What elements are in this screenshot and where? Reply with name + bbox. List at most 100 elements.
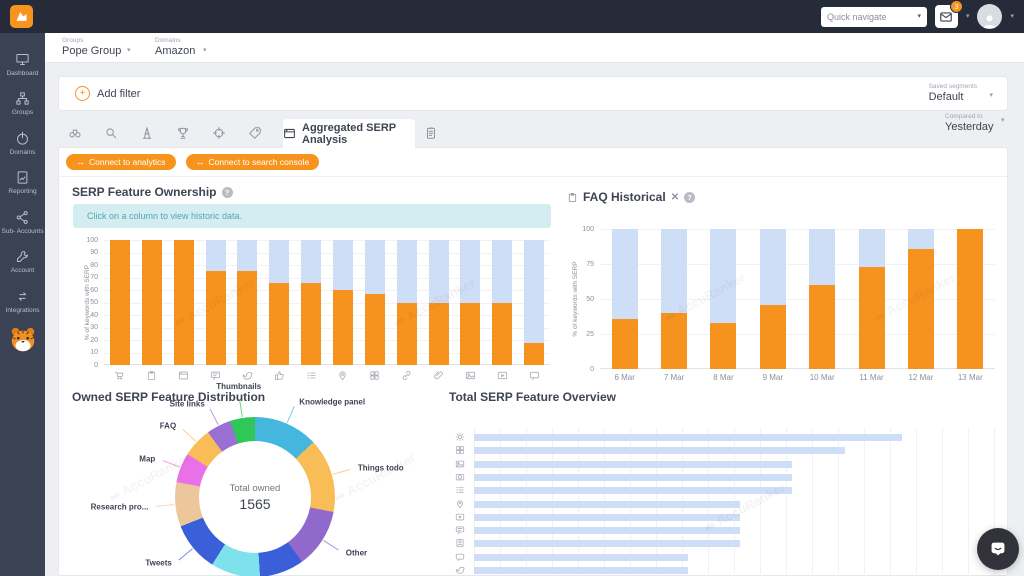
chevron-down-icon[interactable]: ▾ — [127, 47, 131, 54]
h-bar[interactable] — [474, 487, 793, 495]
wrench-icon — [17, 251, 28, 263]
h-bar[interactable] — [474, 434, 903, 441]
bar-segment-owned[interactable] — [710, 322, 737, 369]
chevron-down-icon[interactable]: ▾ — [989, 92, 993, 99]
comment-icon — [455, 526, 465, 535]
bar-segment-owned[interactable] — [141, 240, 162, 365]
avatar[interactable] — [977, 4, 1003, 29]
bar-segment-owned[interactable] — [460, 302, 481, 365]
sidebar-item-groups[interactable]: Groups — [0, 84, 45, 123]
help-icon[interactable]: ? — [684, 191, 696, 203]
bar-segment-owned[interactable] — [332, 290, 353, 365]
tab-binoculars[interactable] — [68, 126, 82, 140]
sidebar-item-dashboard[interactable]: Dashboard — [0, 45, 45, 84]
chevron-down-icon[interactable]: ▾ — [965, 13, 970, 20]
bar-segment-not-owned[interactable] — [237, 240, 258, 272]
connect-search-console-button[interactable]: ↔ Connect to search console — [185, 154, 320, 170]
chart-notice-text: Click on a column to view historic data. — [87, 211, 243, 221]
bar-segment-owned[interactable] — [907, 248, 934, 369]
notifications-button[interactable]: 3 — [934, 0, 963, 28]
bar-segment-not-owned[interactable] — [809, 229, 836, 285]
tab-notes[interactable] — [424, 126, 438, 140]
bar-segment-owned[interactable] — [396, 302, 417, 365]
tab-target[interactable] — [212, 126, 226, 140]
compared-to-select[interactable]: Compared to Yesterday — [945, 113, 994, 133]
bar-segment-not-owned[interactable] — [301, 240, 322, 283]
bar-segment-owned[interactable] — [109, 240, 130, 365]
tab-tag[interactable] — [248, 126, 262, 140]
bar-segment-not-owned[interactable] — [460, 240, 481, 303]
sidebar-item-account[interactable]: Account — [0, 242, 45, 281]
h-bar[interactable] — [474, 527, 741, 535]
bar-segment-not-owned[interactable] — [858, 229, 885, 267]
bar-segment-not-owned[interactable] — [759, 229, 786, 305]
tab-aggregated-serp-analysis[interactable]: Aggregated SERP Analysis — [283, 119, 415, 148]
bar-segment-not-owned[interactable] — [907, 229, 934, 249]
chevron-down-icon[interactable]: ▾ — [203, 47, 207, 54]
group-selector[interactable]: Groups Pope Group — [62, 37, 121, 57]
bar-segment-owned[interactable] — [364, 293, 385, 365]
connect-analytics-button[interactable]: ↔ Connect to analytics — [66, 154, 176, 170]
bar-segment-not-owned[interactable] — [428, 240, 449, 303]
bar-segment-not-owned[interactable] — [492, 240, 513, 303]
grid-icon — [370, 371, 379, 380]
bar-segment-not-owned[interactable] — [524, 240, 545, 343]
bar-segment-owned[interactable] — [661, 313, 688, 369]
bar-segment-owned[interactable] — [205, 271, 226, 365]
bar-segment-owned[interactable] — [269, 282, 290, 365]
bar-segment-owned[interactable] — [301, 282, 322, 365]
share-icon — [16, 210, 28, 224]
accuranker-logo[interactable] — [10, 5, 33, 28]
tab-search[interactable] — [104, 126, 118, 140]
h-bar[interactable] — [474, 500, 741, 508]
h-bar[interactable] — [474, 540, 741, 548]
bar-segment-owned[interactable] — [759, 304, 786, 369]
sidebar-item-integrations[interactable]: Integrations — [0, 282, 45, 321]
bar-segment-owned[interactable] — [809, 285, 836, 369]
bar-segment-owned[interactable] — [173, 240, 194, 365]
sidebar-item-reporting[interactable]: Reporting — [0, 163, 45, 202]
y-tick-label: 75 — [586, 260, 594, 268]
h-bar[interactable] — [474, 460, 793, 468]
bar-segment-not-owned[interactable] — [332, 240, 353, 290]
bar-segment-not-owned[interactable] — [364, 240, 385, 294]
h-bar[interactable] — [474, 473, 793, 481]
chat-smile-icon — [991, 542, 1005, 556]
h-bar[interactable] — [474, 447, 845, 455]
help-icon[interactable]: ? — [221, 186, 233, 198]
h-bar[interactable] — [474, 513, 741, 521]
saved-segments-select[interactable]: Saved segments Default — [929, 83, 977, 103]
tab-tower[interactable] — [140, 126, 154, 140]
tab-trophy[interactable] — [176, 126, 190, 140]
chat-widget-button[interactable] — [977, 528, 1019, 570]
y-tick-label: 50 — [586, 295, 594, 303]
gridline — [600, 299, 995, 300]
chevron-down-icon[interactable]: ▾ — [1010, 13, 1014, 20]
tiger-avatar[interactable] — [8, 325, 38, 360]
h-bar[interactable] — [474, 567, 689, 574]
sidebar-item-domains[interactable]: Domains — [0, 124, 45, 163]
quick-navigate-select[interactable]: Quick navigate ▾ — [820, 6, 927, 27]
add-filter-button[interactable]: + Add filter — [75, 86, 140, 101]
bar-segment-owned[interactable] — [524, 342, 545, 365]
chevron-down-icon[interactable]: ▾ — [1001, 117, 1005, 124]
h-bar[interactable] — [474, 553, 689, 561]
bar-segment-not-owned[interactable] — [661, 229, 688, 313]
close-icon[interactable]: ✕ — [670, 191, 680, 203]
bar-segment-not-owned[interactable] — [205, 240, 226, 272]
clipboard-icon — [568, 192, 577, 202]
bar-segment-owned[interactable] — [237, 271, 258, 365]
swap-icon — [18, 292, 27, 301]
bar-segment-owned[interactable] — [957, 229, 984, 369]
bar-segment-owned[interactable] — [858, 266, 885, 369]
bar-segment-not-owned[interactable] — [269, 240, 290, 283]
sidebar-item-sub-accounts[interactable]: Sub- Accounts — [0, 203, 45, 242]
bar-segment-owned[interactable] — [492, 302, 513, 365]
bar-segment-not-owned[interactable] — [611, 229, 638, 319]
bar-segment-owned[interactable] — [611, 318, 638, 369]
clipboard-icon[interactable] — [567, 192, 578, 203]
bar-segment-owned[interactable] — [428, 302, 449, 365]
bar-segment-not-owned[interactable] — [396, 240, 417, 303]
domain-selector[interactable]: Domains Amazon — [155, 37, 195, 57]
bar-segment-not-owned[interactable] — [710, 229, 737, 323]
